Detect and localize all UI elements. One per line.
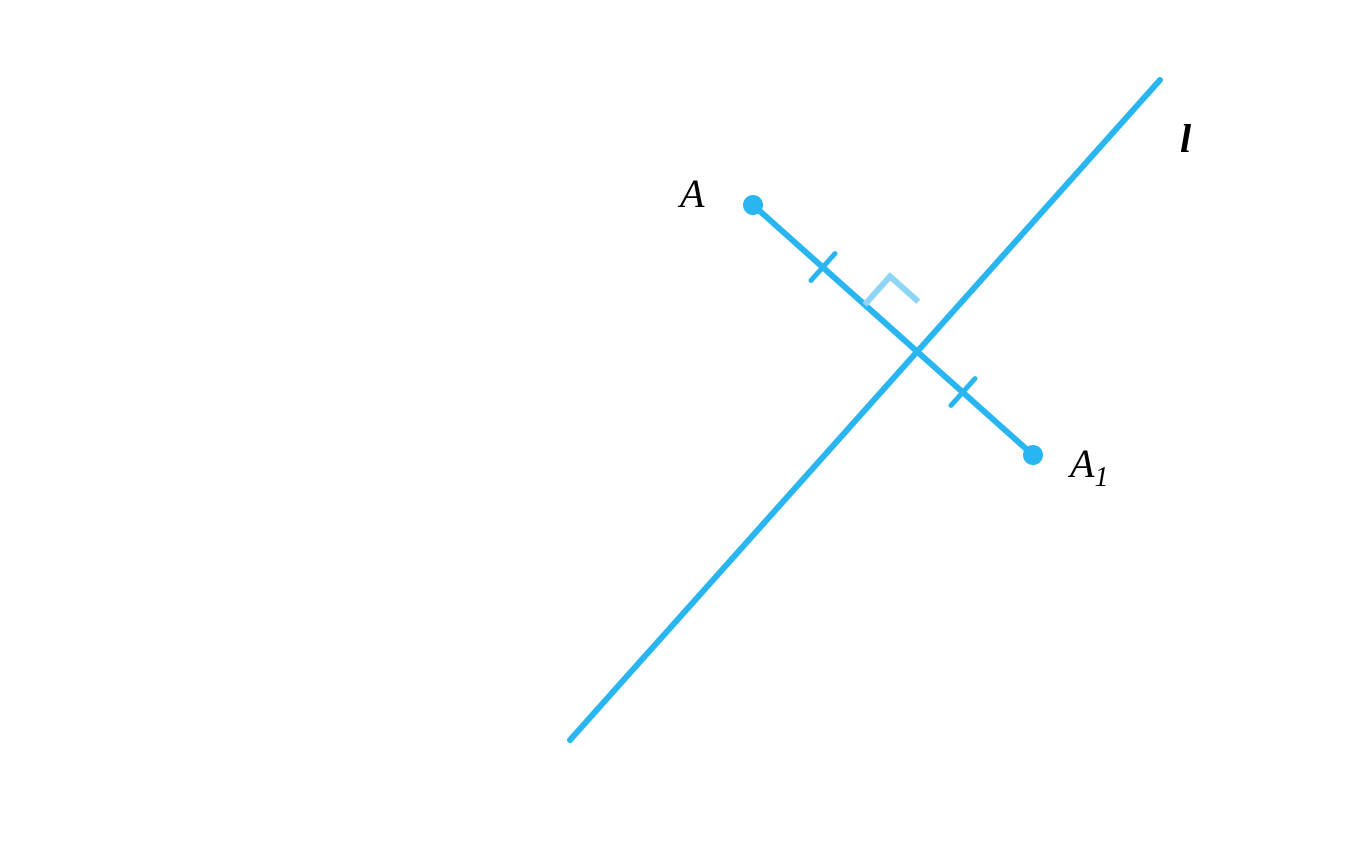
label-a1-sub: 1 [1094,462,1108,493]
label-a1: A1 [1070,440,1108,494]
label-l: l [1180,115,1191,162]
point-a1 [1023,445,1043,465]
right-angle-mark [865,276,919,304]
diagram-svg [0,0,1350,838]
segment-a-a1 [753,205,1033,455]
line-l [570,80,1160,740]
label-a-text: A [680,171,704,216]
label-l-text: l [1180,116,1191,161]
point-a [743,195,763,215]
reflection-diagram: A A1 l [0,0,1350,838]
label-a: A [680,170,704,217]
label-a1-main: A [1070,441,1094,486]
